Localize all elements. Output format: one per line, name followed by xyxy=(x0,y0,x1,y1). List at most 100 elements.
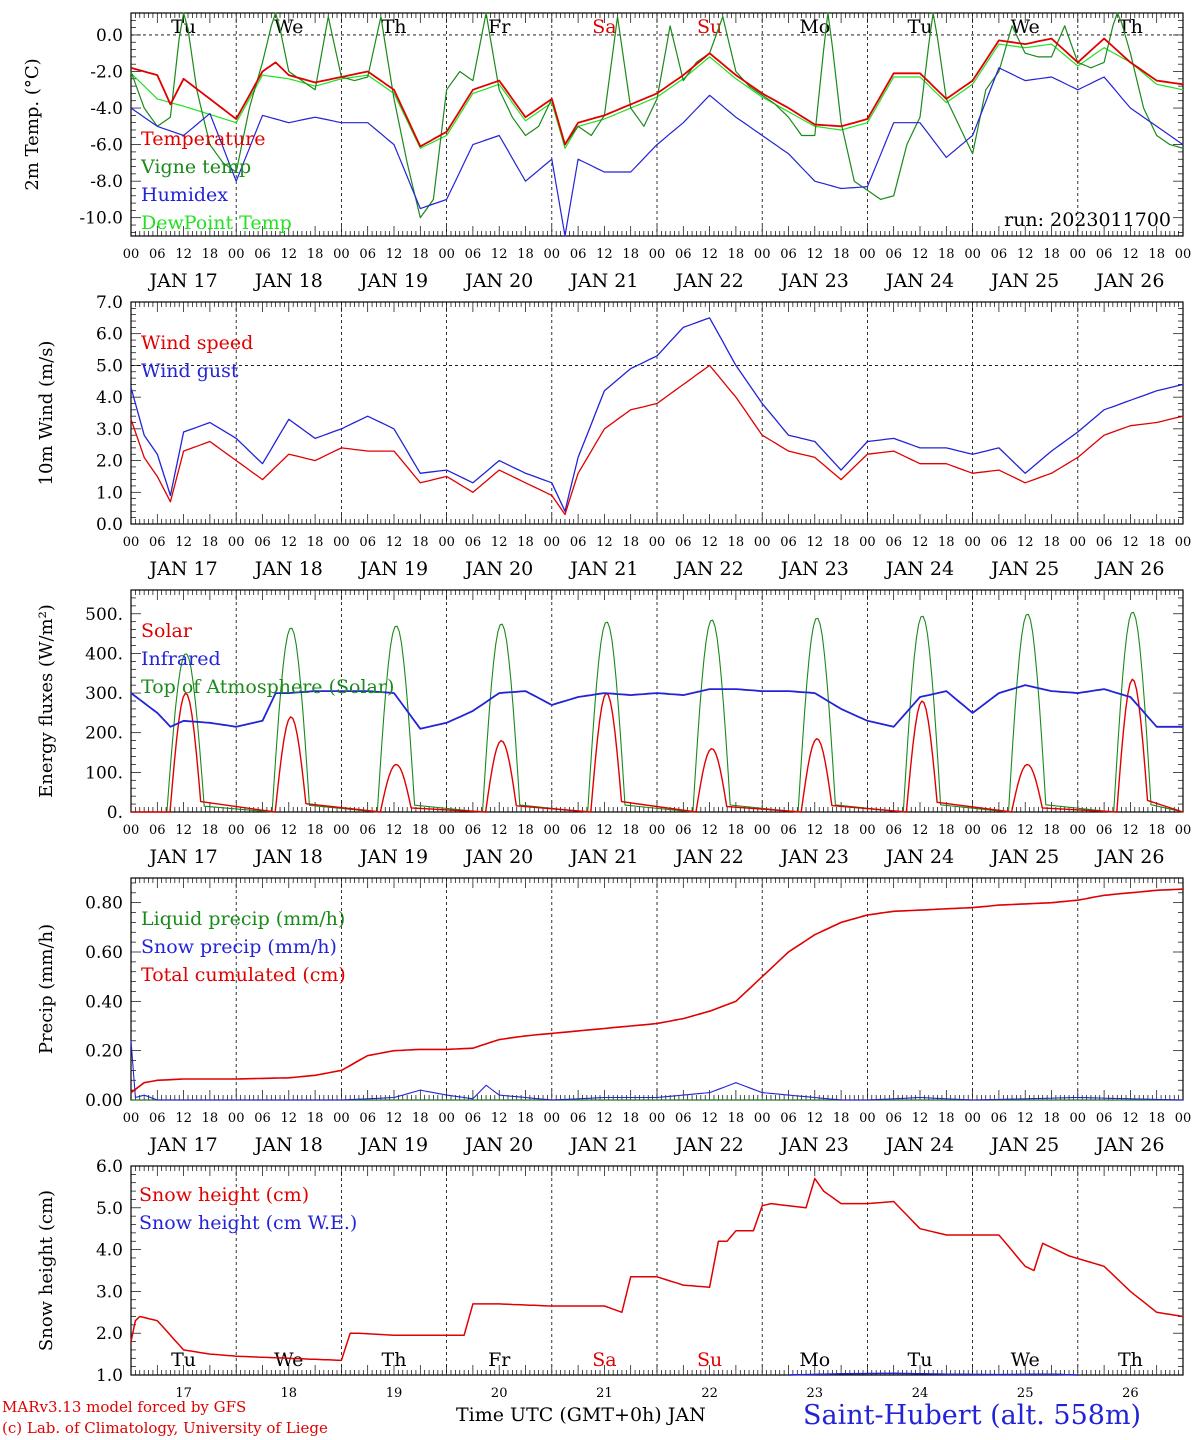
precip-date-label: JAN 26 xyxy=(1094,1134,1164,1156)
precip-hour-label: 12 xyxy=(175,1111,192,1126)
wind-hour-label: 00 xyxy=(544,535,561,550)
energy-hour-label: 12 xyxy=(807,823,824,838)
precip-hour-label: 00 xyxy=(333,1111,350,1126)
wind-date-label: JAN 26 xyxy=(1094,558,1164,580)
precip-hour-label: 06 xyxy=(780,1111,797,1126)
temp-hour-label: 00 xyxy=(1070,247,1087,262)
temp-hour-label: 06 xyxy=(1096,247,1113,262)
wind-y-tick-label: 7.0 xyxy=(96,293,123,313)
temp-day-name: Th xyxy=(1118,16,1143,38)
temp-day-name: Mo xyxy=(799,16,830,38)
energy-hour-label: 18 xyxy=(412,823,429,838)
temp-hour-label: 18 xyxy=(307,247,324,262)
temp-hour-label: 00 xyxy=(123,247,140,262)
snow-day-name: We xyxy=(1011,1349,1040,1371)
wind-hour-label: 00 xyxy=(228,535,245,550)
temp-hour-label: 06 xyxy=(780,247,797,262)
precip-hour-label: 00 xyxy=(228,1111,245,1126)
wind-y-tick-label: 4.0 xyxy=(96,388,123,408)
energy-hour-label: 06 xyxy=(885,823,902,838)
wind-date-label: JAN 19 xyxy=(358,558,428,580)
temp-y-tick-label: -4.0 xyxy=(90,99,123,119)
energy-y-tick-label: 500. xyxy=(85,605,123,625)
wind-hour-label: 18 xyxy=(517,535,534,550)
precip-hour-label: 18 xyxy=(833,1111,850,1126)
wind-hour-label: 12 xyxy=(1017,535,1034,550)
energy-hour-label: 12 xyxy=(175,823,192,838)
precip-hour-label: 00 xyxy=(859,1111,876,1126)
wind-date-label: JAN 23 xyxy=(779,558,849,580)
wind-hour-label: 06 xyxy=(675,535,692,550)
wind-hour-label: 00 xyxy=(123,535,140,550)
snow-day-name: Th xyxy=(1118,1349,1143,1371)
temp-y-tick-label: -10.0 xyxy=(79,209,123,229)
precip-hour-label: 06 xyxy=(1096,1111,1113,1126)
wind-hour-label: 06 xyxy=(254,535,271,550)
wind-hour-label: 00 xyxy=(964,535,981,550)
energy-hour-label: 00 xyxy=(859,823,876,838)
temp-day-name: We xyxy=(1011,16,1040,38)
energy-hour-label: 00 xyxy=(228,823,245,838)
precip-date-label: JAN 21 xyxy=(568,1134,638,1156)
energy-hour-label: 18 xyxy=(1148,823,1165,838)
precip-hour-label: 18 xyxy=(938,1111,955,1126)
precip-hour-label: 06 xyxy=(254,1111,271,1126)
wind-hour-label: 00 xyxy=(1175,535,1192,550)
snow-date-number: 23 xyxy=(807,1386,824,1398)
precip-hour-label: 18 xyxy=(517,1111,534,1126)
snow-panel xyxy=(130,1165,1184,1376)
temp-hour-label: 00 xyxy=(964,247,981,262)
snow-date-number: 18 xyxy=(281,1386,298,1398)
energy-hour-label: 12 xyxy=(701,823,718,838)
temp-date-label: JAN 25 xyxy=(989,270,1059,292)
energy-hour-label: 06 xyxy=(254,823,271,838)
energy-y-tick-label: 0. xyxy=(107,803,123,823)
temp-hour-label: 18 xyxy=(728,247,745,262)
wind-hour-label: 18 xyxy=(1148,535,1165,550)
wind-hour-label: 06 xyxy=(465,535,482,550)
temp-date-label: JAN 23 xyxy=(779,270,849,292)
energy-hour-label: 12 xyxy=(912,823,929,838)
wind-y-tick-label: 5.0 xyxy=(96,356,123,376)
energy-legend-entry: Top of Atmosphere (Solar) xyxy=(141,676,394,698)
energy-hour-label: 06 xyxy=(149,823,166,838)
wind-series-line xyxy=(130,364,1184,516)
temp-series-line xyxy=(130,67,1184,237)
energy-hour-label: 12 xyxy=(596,823,613,838)
model-credit-line-1: MARv3.13 model forced by GFS xyxy=(2,1398,247,1416)
precip-hour-label: 18 xyxy=(622,1111,639,1126)
energy-hour-label: 18 xyxy=(728,823,745,838)
energy-hour-label: 06 xyxy=(1096,823,1113,838)
precip-legend-entry: Liquid precip (mm/h) xyxy=(141,908,345,930)
energy-y-tick-label: 400. xyxy=(85,644,123,664)
snow-date-number: 21 xyxy=(596,1386,613,1398)
precip-series-line xyxy=(130,1040,1184,1101)
energy-hour-label: 18 xyxy=(938,823,955,838)
energy-y-axis-label: Energy fluxes (W/m²) xyxy=(36,604,57,798)
temp-legend-entry: Temperature xyxy=(141,128,265,150)
temp-hour-label: 06 xyxy=(885,247,902,262)
snow-legend-entry: Snow height (cm) xyxy=(139,1184,309,1206)
precip-hour-label: 12 xyxy=(807,1111,824,1126)
wind-hour-label: 18 xyxy=(833,535,850,550)
temp-date-label: JAN 26 xyxy=(1094,270,1164,292)
temp-hour-label: 18 xyxy=(622,247,639,262)
energy-hour-label: 06 xyxy=(359,823,376,838)
energy-hour-label: 12 xyxy=(491,823,508,838)
precip-y-axis-label: Precip (mm/h) xyxy=(36,924,57,1054)
temp-hour-label: 12 xyxy=(1122,247,1139,262)
temp-y-tick-label: -2.0 xyxy=(90,62,123,82)
temp-series-line xyxy=(130,37,1184,148)
energy-hour-label: 18 xyxy=(622,823,639,838)
temp-hour-label: 00 xyxy=(228,247,245,262)
wind-date-label: JAN 24 xyxy=(884,558,954,580)
temp-date-label: JAN 20 xyxy=(463,270,533,292)
station-name: Saint-Hubert (alt. 558m) xyxy=(803,1400,1142,1431)
wind-hour-label: 00 xyxy=(1070,535,1087,550)
temp-legend-entry: DewPoint Temp xyxy=(141,212,292,234)
temp-hour-label: 00 xyxy=(544,247,561,262)
temp-hour-label: 12 xyxy=(175,247,192,262)
snow-y-axis-label: Snow height (cm) xyxy=(36,1190,57,1351)
energy-hour-label: 12 xyxy=(1122,823,1139,838)
temp-hour-label: 06 xyxy=(254,247,271,262)
